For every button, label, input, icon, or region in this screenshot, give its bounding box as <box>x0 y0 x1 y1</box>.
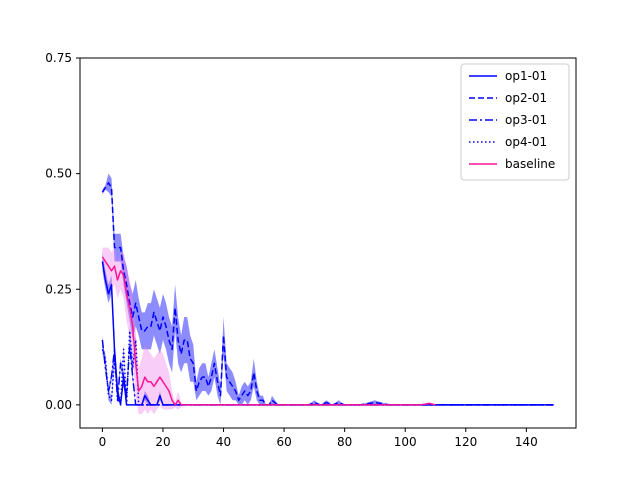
x-tick-label: 40 <box>216 435 231 449</box>
legend-label-op2-01: op2-01 <box>505 91 547 105</box>
legend-label-op4-01: op4-01 <box>505 135 547 149</box>
x-axis-ticks: 0 20 40 60 80 100 120 140 <box>99 428 538 449</box>
series-lines <box>101 182 554 406</box>
x-tick-label: 140 <box>515 435 538 449</box>
legend: op1-01 op2-01 op3-01 op4-01 baseline <box>460 63 570 181</box>
y-tick-label: 0.50 <box>45 167 72 181</box>
x-tick-label: 80 <box>337 435 352 449</box>
y-axis-ticks: 0.00 0.25 0.50 0.75 <box>45 51 80 412</box>
x-tick-label: 0 <box>99 435 107 449</box>
legend-box <box>460 63 570 181</box>
y-tick-label: 0.25 <box>45 282 72 296</box>
series-line-op4-01 <box>101 330 554 406</box>
x-tick-label: 60 <box>276 435 291 449</box>
legend-label-op1-01: op1-01 <box>505 69 547 83</box>
y-tick-label: 0.00 <box>45 398 72 412</box>
y-tick-label: 0.75 <box>45 51 72 65</box>
legend-label-op3-01: op3-01 <box>505 113 547 127</box>
plot-frame <box>79 57 577 429</box>
series-line-baseline <box>101 256 436 406</box>
x-tick-label: 100 <box>394 435 417 449</box>
x-tick-label: 20 <box>155 435 170 449</box>
series-line-op2-01 <box>101 182 554 406</box>
legend-label-baseline: baseline <box>505 157 555 171</box>
x-tick-label: 120 <box>454 435 477 449</box>
